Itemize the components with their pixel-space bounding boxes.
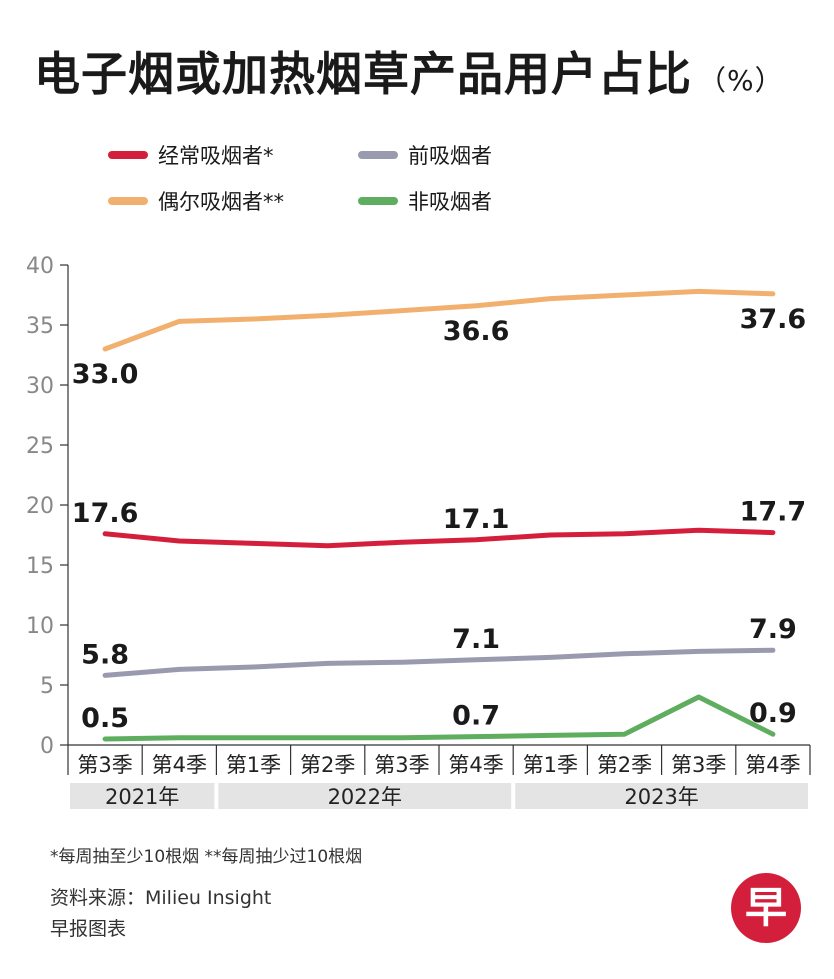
data-label-non: 0.9 [749,698,797,729]
legend-label-non: 非吸烟者 [408,190,492,214]
series-line-occasional [102,288,776,352]
series-line-regular [102,527,776,549]
legend-swatch-former [358,151,398,159]
y-tick-label: 40 [26,254,54,279]
legend-swatch-regular [108,151,148,159]
series-line-non [102,694,776,742]
legend-item-former: 前吸烟者 [358,140,492,170]
legend-swatch-non [358,197,398,205]
x-tick-label: 第4季 [745,753,800,777]
logo-circle [731,873,801,943]
data-label-regular: 17.1 [443,504,510,535]
data-label-occasional: 37.6 [740,304,807,335]
data-source: 资料来源：Milieu Insight [50,887,272,909]
graphic-credit: 早报图表 [50,918,127,940]
legend-item-non: 非吸烟者 [358,186,492,216]
chart-title-text: 电子烟或加热烟草产品用户占比 [34,47,692,101]
legend-swatch-occasional [108,197,148,205]
y-tick-label: 0 [40,734,54,759]
legend-label-former: 前吸烟者 [408,144,492,168]
x-tick-label: 第2季 [300,753,355,777]
x-tick-label: 第2季 [597,753,652,777]
data-label-former: 5.8 [81,639,129,670]
data-label-occasional: 33.0 [72,359,139,390]
year-band [515,783,808,809]
x-tick-label: 第4季 [448,753,503,777]
y-tick-label: 5 [40,674,54,699]
year-label: 2022年 [328,785,402,809]
data-label-regular: 17.6 [72,498,139,529]
legend-item-regular: 经常吸烟者* [108,140,274,170]
legend-item-occasional: 偶尔吸烟者** [108,186,284,216]
data-label-occasional: 36.6 [443,316,510,347]
year-band [70,783,215,809]
legend-label-occasional: 偶尔吸烟者** [158,190,284,214]
y-tick-label: 10 [26,614,54,639]
x-tick-label: 第3季 [77,753,132,777]
data-label-former: 7.1 [452,624,500,655]
year-label: 2021年 [105,785,179,809]
x-tick-label: 第4季 [152,753,207,777]
data-label-regular: 17.7 [740,497,807,528]
zaobao-logo: 早 [731,873,801,943]
x-tick-label: 第3季 [671,753,726,777]
logo-character: 早 [745,883,787,932]
series-line-former [102,647,776,678]
y-tick-label: 25 [26,434,54,459]
y-tick-label: 20 [26,494,54,519]
year-band [218,783,512,809]
chart-title-unit: （%） [698,64,784,97]
x-tick-label: 第1季 [523,753,578,777]
y-tick-label: 15 [26,554,54,579]
y-tick-label: 30 [26,374,54,399]
x-tick-label: 第1季 [226,753,281,777]
footnote: *每周抽至少10根烟 **每周抽少过10根烟 [50,847,363,867]
data-label-non: 0.7 [452,701,500,732]
data-label-non: 0.5 [81,703,129,734]
chart-title: 电子烟或加热烟草产品用户占比 （%） [34,38,784,104]
data-label-former: 7.9 [749,614,797,645]
x-tick-label: 第3季 [374,753,429,777]
legend: 经常吸烟者* 前吸烟者 偶尔吸烟者** 非吸烟者 [108,140,668,230]
year-label: 2023年 [624,785,698,809]
y-tick-label: 35 [26,314,54,339]
legend-label-regular: 经常吸烟者* [158,144,274,168]
